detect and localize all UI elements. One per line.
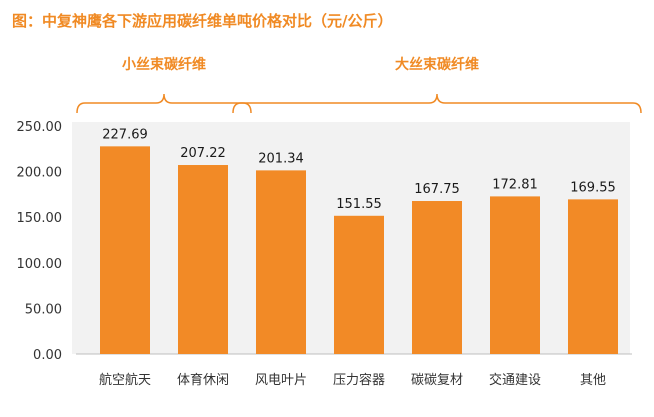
y-tick-label: 100.00 — [17, 257, 63, 272]
bar-value-label: 169.55 — [570, 180, 616, 195]
bar-4 — [334, 215, 384, 354]
category-label: 其他 — [580, 373, 606, 388]
bar-value-label: 172.81 — [492, 177, 538, 192]
bar-5 — [412, 201, 462, 354]
category-label: 碳碳复材 — [411, 373, 463, 388]
bar-7 — [568, 199, 618, 354]
bar-value-label: 207.22 — [180, 146, 226, 161]
category-label: 风电叶片 — [255, 373, 307, 388]
bar-1 — [100, 146, 150, 354]
group-brace-1 — [76, 93, 252, 114]
category-label: 交通建设 — [489, 372, 541, 388]
bar-2 — [178, 165, 228, 354]
bar-6 — [490, 196, 540, 354]
bar-value-label: 227.69 — [102, 127, 148, 142]
group-brace-2 — [232, 93, 642, 114]
category-label: 压力容器 — [333, 372, 385, 388]
group-label: 大丝束碳纤维 — [395, 56, 479, 73]
bar-3 — [256, 170, 306, 354]
y-tick-label: 150.00 — [17, 211, 63, 226]
bar-value-label: 167.75 — [414, 182, 460, 197]
chart-title: 图：中复神鹰各下游应用碳纤维单吨价格对比（元/公斤） — [12, 12, 393, 30]
y-tick-label: 0.00 — [33, 348, 62, 363]
category-label: 航空航天 — [99, 372, 151, 388]
category-label: 体育休闲 — [177, 372, 229, 388]
bar-value-label: 201.34 — [258, 151, 304, 166]
bar-value-label: 151.55 — [336, 197, 382, 212]
group-label: 小丝束碳纤维 — [122, 56, 206, 73]
y-tick-label: 250.00 — [17, 120, 63, 135]
y-tick-label: 200.00 — [17, 166, 63, 181]
y-tick-label: 50.00 — [25, 302, 62, 317]
